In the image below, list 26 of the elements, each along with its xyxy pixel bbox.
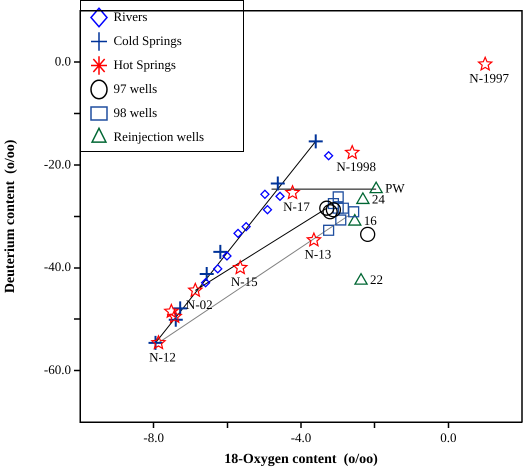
y-tick-label: -40.0 [44, 259, 71, 274]
y-tick-label: -60.0 [44, 362, 71, 378]
y-tick-label: -20.0 [44, 156, 71, 172]
annotation: N-13 [304, 246, 332, 262]
annotation: 22 [370, 272, 384, 288]
annotation: N-1998 [336, 159, 376, 174]
legend-label: Cold Springs [114, 32, 182, 48]
annotation: PW [385, 180, 406, 196]
x-axis-title: 18-Oxygen content (o/oo) [224, 452, 378, 468]
y-tick-label: 0.0 [54, 54, 71, 69]
x-tick-label: -8.0 [143, 430, 164, 446]
annotation: 24 [372, 191, 386, 206]
legend-label: Rivers [114, 8, 148, 24]
annotation: 16 [364, 212, 378, 228]
x-tick-label: -4.0 [290, 430, 312, 446]
y-axis-title: Deuterium content (o/oo) [3, 139, 18, 294]
annotation: N-15 [230, 274, 258, 290]
annotation: N-1997 [469, 70, 510, 86]
annotation: N-12 [149, 349, 176, 364]
legend-label: Reinjection wells [114, 128, 204, 144]
legend-label: 98 wells [114, 104, 158, 120]
legend-label: Hot Springs [114, 56, 176, 72]
annotation: N-02 [186, 296, 213, 312]
x-tick-label: 0.0 [440, 430, 456, 446]
annotation: N-17 [283, 199, 310, 214]
legend-label: 97 wells [114, 80, 158, 96]
